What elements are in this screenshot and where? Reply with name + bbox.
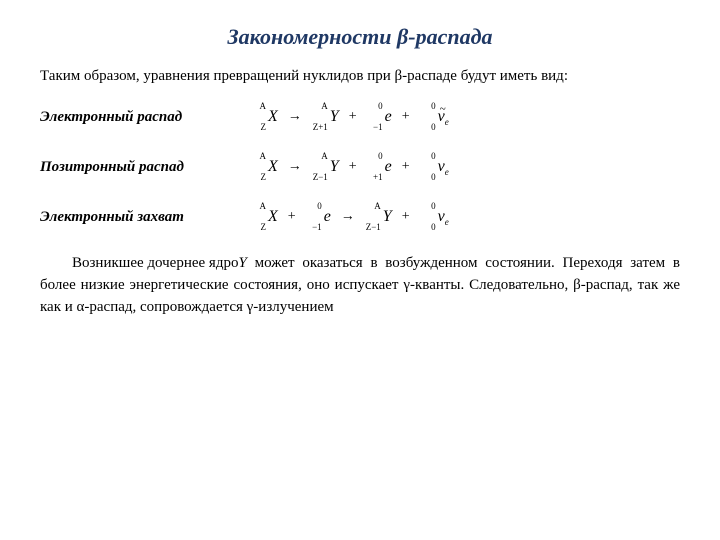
atomic-number: Z — [250, 222, 266, 232]
atomic-number: Z — [250, 172, 266, 182]
particle-symbol: e — [385, 108, 392, 125]
particle-symbol: νe — [438, 103, 449, 136]
label-electron-decay: Электронный распад — [40, 103, 250, 126]
mass-number: 0 — [367, 101, 383, 111]
label-electron-capture: Электронный захват — [40, 203, 250, 226]
atomic-number: Z+1 — [312, 122, 328, 132]
nuclide-X: A Z X — [250, 153, 278, 181]
mass-number: A — [312, 101, 328, 111]
neutrino: 0 0 νe — [420, 153, 449, 181]
neutrino: 0 0 νe — [420, 203, 449, 231]
nuclide-Y: A Z−1 Y — [312, 153, 339, 181]
mass-number: A — [250, 151, 266, 161]
mass-number: A — [312, 151, 328, 161]
nuclide-X: A Z X — [250, 203, 278, 231]
formula-electron-decay: A Z X → A Z+1 Y + 0 −1 e + 0 0 νe — [250, 103, 449, 131]
element-symbol: Y — [383, 208, 392, 225]
element-symbol: Y — [330, 108, 339, 125]
positron: 0 +1 e — [367, 153, 392, 181]
plus-icon: + — [400, 209, 412, 225]
explanation-paragraph: Возникшее дочернее ядро Y может оказатьс… — [40, 253, 680, 318]
para-part-a: Возникшее дочернее ядро — [40, 253, 238, 275]
plus-icon: + — [347, 109, 359, 125]
nuclide-X: A Z X — [250, 103, 278, 131]
electron: 0 −1 e — [306, 203, 331, 231]
element-symbol: X — [268, 158, 278, 175]
formula-positron-decay: A Z X → A Z−1 Y + 0 +1 e + 0 0 νe — [250, 153, 449, 181]
mass-number: A — [250, 201, 266, 211]
plus-icon: + — [400, 159, 412, 175]
row-electron-decay: Электронный распад A Z X → A Z+1 Y + 0 −… — [40, 103, 680, 131]
slide: Закономерности β-распада Таким образом, … — [0, 0, 720, 540]
electron: 0 −1 e — [367, 103, 392, 131]
atomic-number: 0 — [420, 122, 436, 132]
row-electron-capture: Электронный захват A Z X + 0 −1 e → A Z−… — [40, 203, 680, 231]
atomic-number: −1 — [306, 222, 322, 232]
plus-icon: + — [400, 109, 412, 125]
arrow-icon: → — [339, 209, 357, 225]
plus-icon: + — [347, 159, 359, 175]
para-symbol-Y: Y — [238, 255, 246, 271]
atomic-number: Z−1 — [365, 222, 381, 232]
particle-symbol: νe — [438, 208, 449, 225]
mass-number: 0 — [420, 151, 436, 161]
particle-symbol: νe — [438, 158, 449, 175]
formula-electron-capture: A Z X + 0 −1 e → A Z−1 Y + 0 0 νe — [250, 203, 449, 231]
nuclide-Y: A Z−1 Y — [365, 203, 392, 231]
atomic-number: −1 — [367, 122, 383, 132]
arrow-icon: → — [286, 109, 304, 125]
atomic-number: 0 — [420, 222, 436, 232]
mass-number: A — [250, 101, 266, 111]
element-symbol: Y — [330, 158, 339, 175]
mass-number: 0 — [420, 101, 436, 111]
particle-symbol: e — [324, 208, 331, 225]
atomic-number: Z−1 — [312, 172, 328, 182]
particle-symbol: e — [385, 158, 392, 175]
page-title: Закономерности β-распада — [40, 24, 680, 50]
atomic-number: Z — [250, 122, 266, 132]
mass-number: 0 — [420, 201, 436, 211]
mass-number: 0 — [306, 201, 322, 211]
label-positron-decay: Позитронный распад — [40, 153, 250, 176]
row-positron-decay: Позитронный распад A Z X → A Z−1 Y + 0 +… — [40, 153, 680, 181]
plus-icon: + — [286, 209, 298, 225]
mass-number: A — [365, 201, 381, 211]
atomic-number: 0 — [420, 172, 436, 182]
arrow-icon: → — [286, 159, 304, 175]
atomic-number: +1 — [367, 172, 383, 182]
element-symbol: X — [268, 208, 278, 225]
element-symbol: X — [268, 108, 278, 125]
intro-text: Таким образом, уравнения превращений нук… — [40, 68, 680, 85]
mass-number: 0 — [367, 151, 383, 161]
antineutrino: 0 0 νe — [420, 103, 449, 131]
nuclide-Y: A Z+1 Y — [312, 103, 339, 131]
